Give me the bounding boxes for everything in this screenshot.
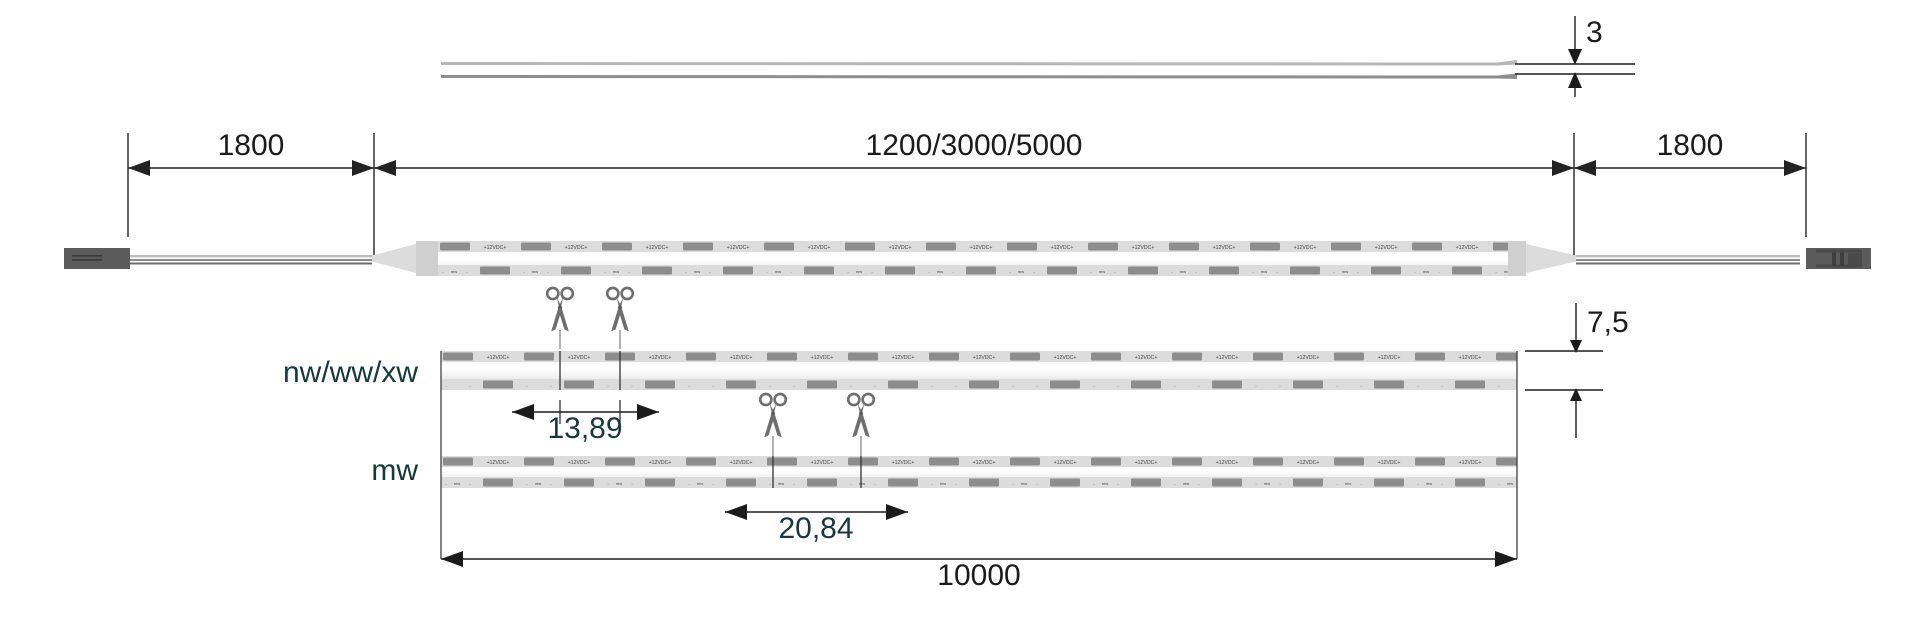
svg-text:7,5: 7,5 — [1587, 306, 1629, 339]
svg-text:nw/ww/xw: nw/ww/xw — [283, 356, 418, 389]
svg-text:10000: 10000 — [937, 559, 1020, 592]
svg-text:3: 3 — [1586, 16, 1603, 49]
svg-text:mw: mw — [371, 454, 418, 487]
svg-text:20,84: 20,84 — [778, 512, 853, 545]
svg-text:13,89: 13,89 — [547, 412, 622, 445]
svg-text:1800: 1800 — [218, 129, 285, 162]
svg-text:1800: 1800 — [1657, 129, 1724, 162]
svg-text:1200/3000/5000: 1200/3000/5000 — [866, 129, 1083, 162]
